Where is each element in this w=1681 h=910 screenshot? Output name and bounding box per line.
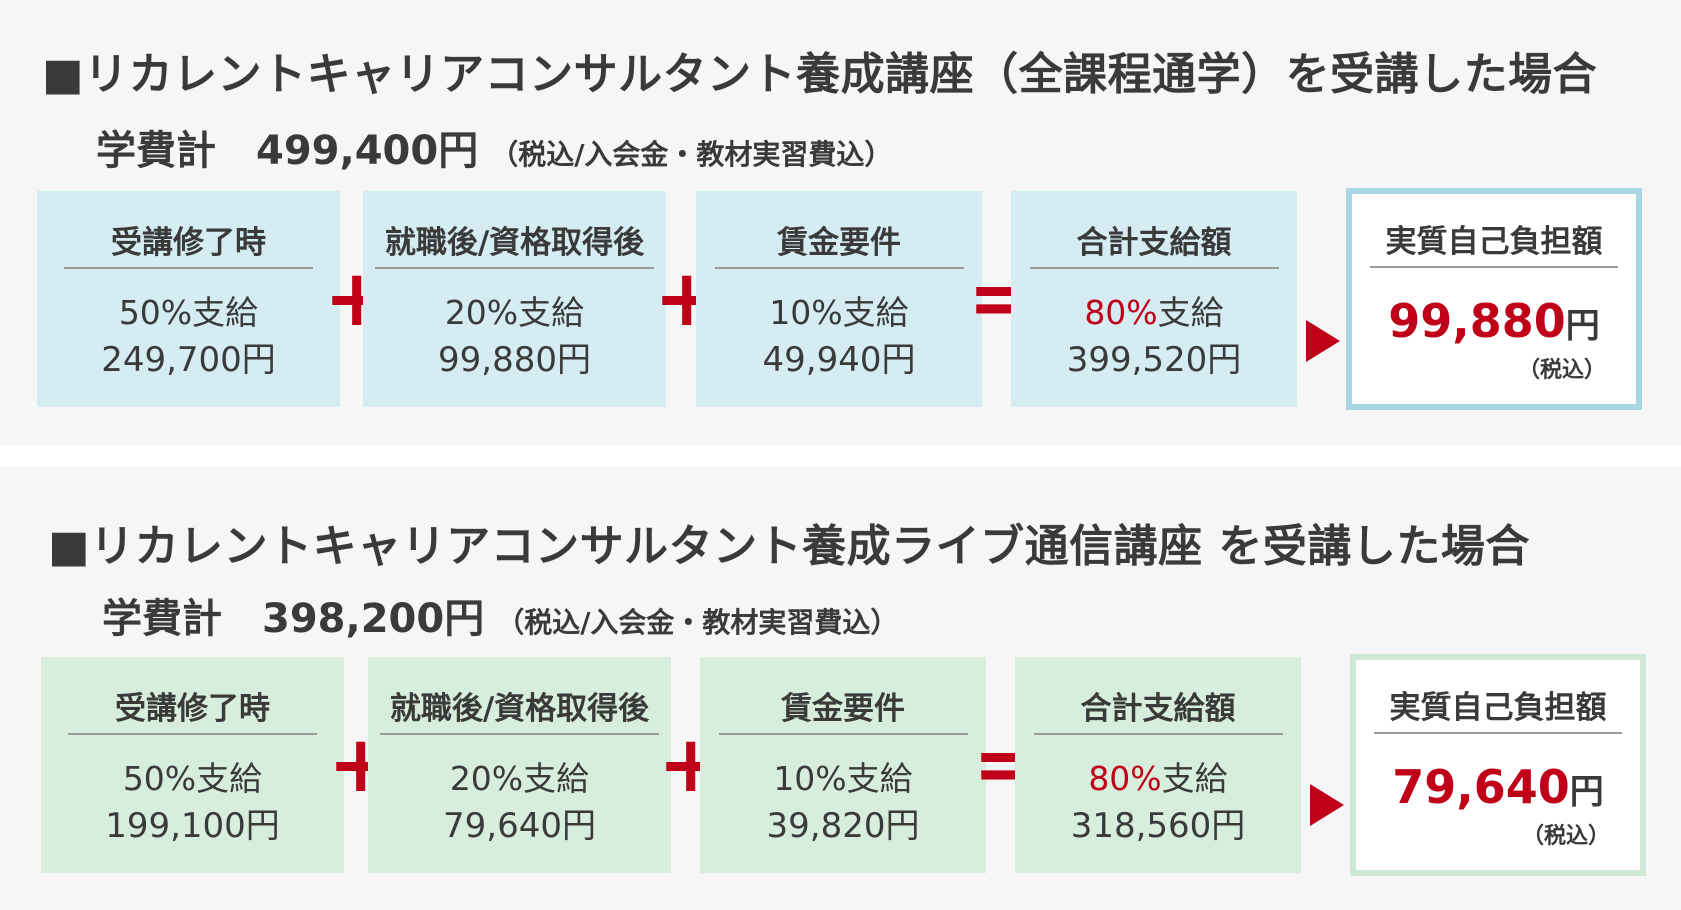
course-section-live-online: ■リカレントキャリアコンサルタント養成ライブ通信講座 を受講した場合 学費計 39… [0, 466, 1681, 910]
tax-included-note: （税込） [1517, 358, 1606, 383]
divider [1029, 267, 1279, 269]
divider [718, 733, 968, 735]
net-cost-heading: 実質自己負担額 [1389, 690, 1607, 726]
benefit-box-total: 合計支給額 80%支給 318,560円 [1015, 657, 1301, 873]
tuition-note: （税込/入会金・教材実習費込） [490, 138, 893, 171]
tuition-amount: 499,400円 [256, 128, 479, 174]
section-title: ■リカレントキャリアコンサルタント養成ライブ通信講座 を受講した場合 [48, 521, 1530, 572]
box-rate: 20%支給 [444, 293, 585, 332]
box-heading: 受講修了時 [115, 691, 270, 727]
box-rate: 20%支給 [449, 759, 590, 798]
tuition-total: 学費計 499,400円 （税込/入会金・教材実習費込） [96, 118, 892, 176]
divider [714, 267, 964, 269]
benefit-box-completion: 受講修了時 50%支給 249,700円 [37, 191, 340, 407]
tax-included-note: （税込） [1521, 824, 1610, 849]
box-rate: 50%支給 [118, 293, 259, 332]
box-amount: 39,820円 [766, 806, 920, 846]
course-section-full-attendance: ■リカレントキャリアコンサルタント養成講座（全課程通学）を受講した場合 学費計 4… [0, 0, 1681, 445]
tuition-total: 学費計 398,200円 （税込/入会金・教材実習費込） [102, 586, 898, 644]
box-heading: 合計支給額 [1080, 691, 1236, 727]
box-amount: 249,700円 [101, 340, 276, 380]
divider [1370, 266, 1618, 268]
tuition-amount: 398,200円 [262, 596, 485, 642]
box-rate: 80%支給 [1084, 293, 1224, 332]
divider [1374, 732, 1622, 734]
box-amount: 399,520円 [1066, 340, 1242, 380]
divider [1033, 733, 1283, 735]
benefit-box-wage: 賃金要件 10%支給 39,820円 [700, 657, 986, 873]
net-cost-heading: 実質自己負担額 [1385, 224, 1603, 260]
box-amount: 79,640円 [443, 806, 596, 846]
tuition-note: （税込/入会金・教材実習費込） [496, 606, 899, 639]
box-rate: 50%支給 [122, 759, 263, 798]
benefit-box-completion: 受講修了時 50%支給 199,100円 [41, 657, 344, 873]
benefit-box-total: 合計支給額 80%支給 399,520円 [1011, 191, 1297, 407]
net-cost-box: 実質自己負担額 79,640円 （税込） [1350, 654, 1646, 876]
arrow-right-icon [1306, 320, 1340, 362]
arrow-right-icon [1310, 784, 1344, 826]
divider [380, 733, 659, 735]
divider [68, 733, 317, 735]
box-heading: 就職後/資格取得後 [384, 225, 645, 261]
box-amount: 199,100円 [105, 806, 280, 846]
benefit-box-wage: 賃金要件 10%支給 49,940円 [696, 191, 982, 407]
box-rate: 80%支給 [1088, 759, 1228, 798]
benefit-box-employment: 就職後/資格取得後 20%支給 99,880円 [363, 191, 666, 407]
box-heading: 就職後/資格取得後 [389, 691, 650, 727]
box-rate: 10%支給 [769, 293, 909, 332]
section-title: ■リカレントキャリアコンサルタント養成講座（全課程通学）を受講した場合 [42, 49, 1598, 100]
benefit-box-employment: 就職後/資格取得後 20%支給 79,640円 [368, 657, 671, 873]
box-heading: 賃金要件 [777, 225, 901, 261]
box-heading: 合計支給額 [1076, 225, 1232, 261]
box-heading: 受講修了時 [111, 225, 266, 261]
net-cost-amount: 99,880円 [1388, 294, 1600, 348]
tuition-label: 学費計 [96, 128, 216, 174]
box-heading: 賃金要件 [781, 691, 905, 727]
divider [375, 267, 654, 269]
net-cost-amount: 79,640円 [1392, 760, 1604, 814]
box-amount: 318,560円 [1070, 806, 1246, 846]
divider [64, 267, 313, 269]
net-cost-box: 実質自己負担額 99,880円 （税込） [1346, 188, 1642, 410]
box-amount: 49,940円 [762, 340, 916, 380]
box-amount: 99,880円 [438, 340, 591, 380]
tuition-label: 学費計 [102, 596, 222, 642]
box-rate: 10%支給 [773, 759, 913, 798]
